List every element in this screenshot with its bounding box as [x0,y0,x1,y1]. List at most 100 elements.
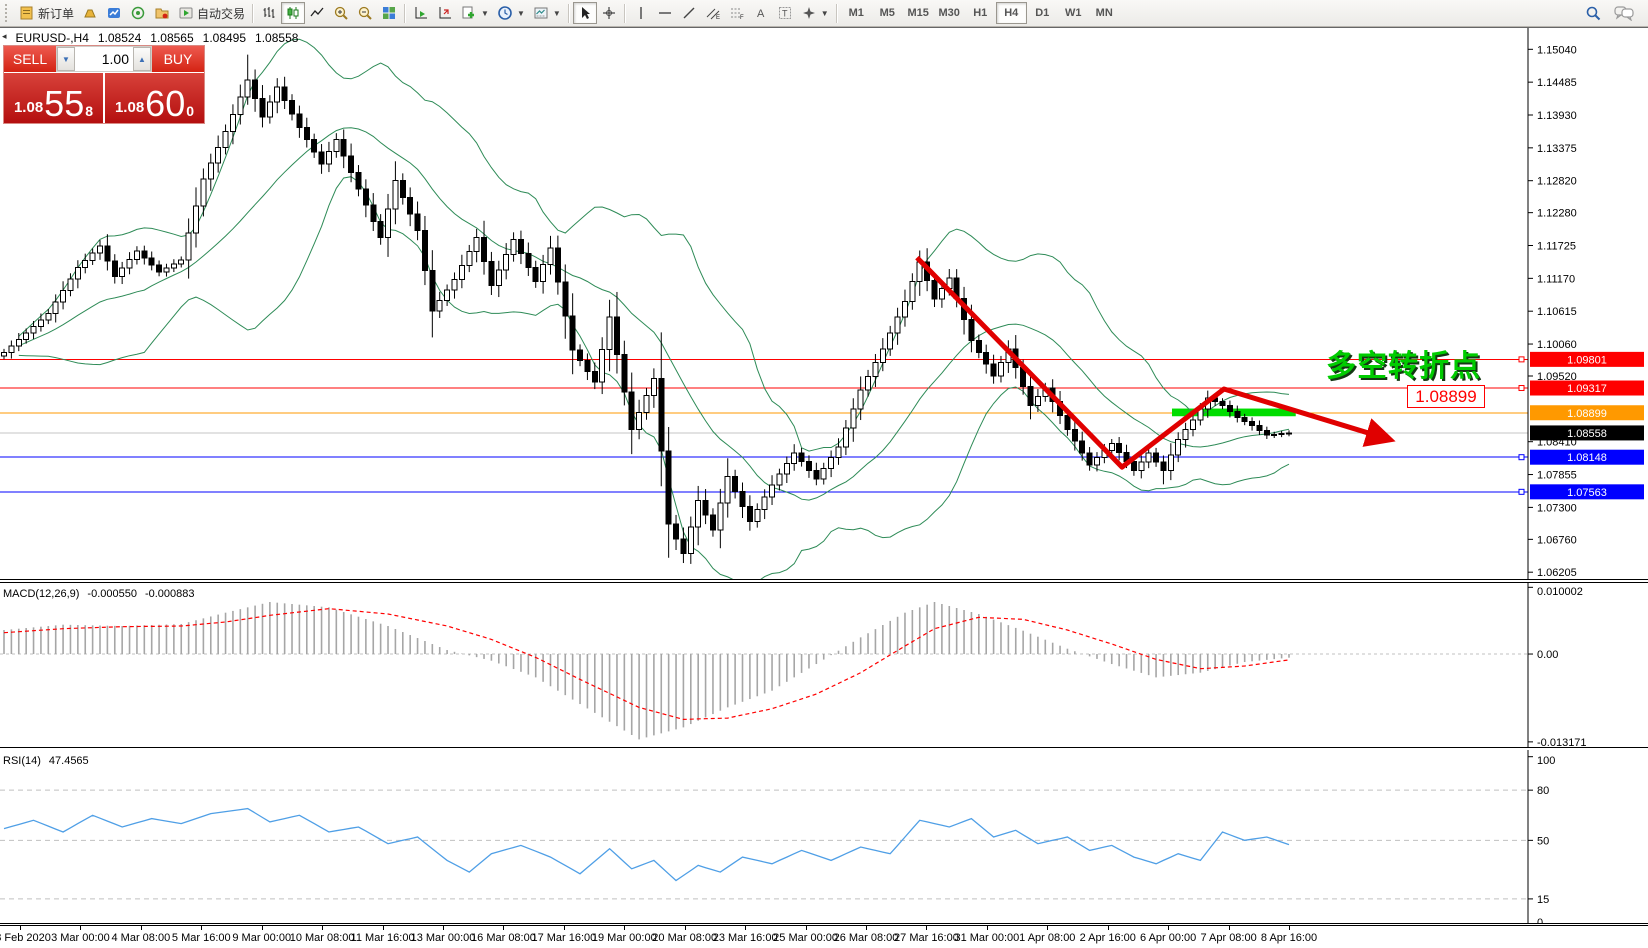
timeframe-button-mn[interactable]: MN [1095,7,1113,19]
svg-text:T: T [782,9,788,19]
level-marker[interactable] [1518,488,1525,495]
candle-body [1182,429,1189,440]
tile-windows-button[interactable] [377,2,401,24]
candle-body [473,237,480,253]
candle-body [1234,411,1241,418]
timeframe-button-m30[interactable]: M30 [938,7,960,19]
candle-body [222,131,229,148]
time-label: 16 Mar 08:00 [471,932,536,944]
candle-body [724,476,731,504]
autotrading-button[interactable]: 自动交易 [174,2,249,24]
trendline-button[interactable] [677,2,701,24]
search-button[interactable] [1581,2,1606,24]
timeframe-button-m5[interactable]: M5 [879,7,895,19]
macd-pane[interactable]: MACD(12,26,9) -0.000550 -0.000883 0.0100… [0,582,1648,749]
templates-dropdown-icon[interactable]: ▼ [552,8,561,18]
timeframe-button-m15[interactable]: M15 [907,7,929,19]
fibonacci-icon: F [730,8,744,21]
line-chart-button[interactable] [305,2,329,24]
macd-histogram [3,602,1290,740]
data-folder-button[interactable] [150,2,174,24]
timeframe-button-h1[interactable]: H1 [973,7,988,19]
new-chart-button[interactable]: ▼ [457,2,493,24]
text-button[interactable]: A [749,2,773,24]
new-chart-dropdown-icon[interactable]: ▼ [481,8,489,18]
turning-point-annotation[interactable]: 多空转折点 [1326,350,1481,383]
candle-body [289,100,296,115]
macd-axis[interactable]: 0.010002 0.00 -0.013171 [1527,583,1587,749]
add-indicator-button[interactable] [433,2,457,24]
periods-button[interactable]: ▼ [493,2,529,24]
main-chart-pane[interactable]: 1.15040 1.14485 1.13930 1.13375 1.12820 1.122… [0,27,1648,589]
signals-button[interactable] [102,2,126,24]
volume-increase-button[interactable]: ▲ [133,47,151,71]
buy-button[interactable]: BUY [152,46,204,72]
price-level-callout[interactable]: 1.08899 [1407,385,1485,408]
candle-body [990,363,997,377]
vertical-line-button[interactable] [629,2,653,24]
candle-body [783,463,790,475]
candlestick-chart-button[interactable] [281,2,306,24]
sell-price-button[interactable]: 1.08 55 8 [4,73,103,123]
text-label-button[interactable]: T [773,2,797,24]
arrows-dropdown-icon[interactable]: ▼ [820,8,829,18]
volume-decrease-button[interactable]: ▼ [57,47,75,71]
zoom-out-button[interactable] [353,2,377,24]
chart-menu-icon[interactable]: ◂ [2,31,7,41]
price-tick-label: 1.13930 [1537,110,1577,122]
symbol-period-label: EURUSD-,H4 [15,31,89,45]
rsi-axis[interactable]: 100 80 50 15 0 [1527,750,1555,929]
candle-body [1027,386,1034,407]
timeframe-button-h4[interactable]: H4 [995,2,1027,24]
candle-body [1189,419,1196,431]
candle-body [584,360,591,372]
highlight-box[interactable] [1171,408,1296,417]
candle-body [45,312,52,321]
level-marker[interactable] [1518,385,1525,392]
price-badge [1530,449,1644,465]
channel-button[interactable]: E [701,2,725,24]
zoom-in-button[interactable] [329,2,353,24]
timeframe-button-d1[interactable]: D1 [1035,7,1050,19]
rsi-chart[interactable]: 100 80 50 15 0 [0,750,1648,929]
candle-body [200,178,207,207]
candle-body [673,523,680,540]
candle-body [968,319,975,341]
volume-input[interactable] [75,50,133,68]
timeframe-button-w1[interactable]: W1 [1064,7,1082,19]
market-button[interactable] [126,2,150,24]
bar-chart-button[interactable] [257,2,281,24]
templates-button[interactable]: ▼ [529,2,565,24]
buy-price-button[interactable]: 1.08 60 0 [105,73,204,123]
timeframe-button-m1[interactable]: M1 [848,7,864,19]
history-center-button[interactable] [78,2,102,24]
rsi-pane[interactable]: RSI(14) 47.4565 100 80 50 15 0 [0,750,1648,929]
fibonacci-button[interactable]: F [725,2,749,24]
cursor-button[interactable] [572,2,597,24]
time-tick [322,926,324,930]
chat-button[interactable] [1610,2,1638,24]
price-tick-label: 1.11170 [1537,273,1575,285]
macd-chart[interactable]: 0.010002 0.00 -0.013171 [0,583,1648,749]
level-marker[interactable] [1518,356,1525,363]
indicators-button[interactable] [409,2,433,24]
templates-icon [534,7,548,19]
crosshair-button[interactable] [597,2,621,24]
candle-body [266,101,273,118]
level-marker[interactable] [1518,454,1525,461]
horizontal-line-button[interactable] [653,2,677,24]
volume-spinner: ▼ ▲ [56,46,152,72]
main-chart[interactable]: 1.15040 1.14485 1.13930 1.13375 1.12820 1.122… [0,28,1648,589]
arrows-button[interactable]: ▼ [797,2,833,24]
periods-dropdown-icon[interactable]: ▼ [516,8,525,18]
trend-zigzag-arrow[interactable] [915,255,1396,470]
sell-button[interactable]: SELL [4,46,56,72]
svg-text:A: A [757,8,765,20]
candle-body [746,506,753,523]
candle-body [1138,461,1145,472]
price-axis[interactable]: 1.15040 1.14485 1.13930 1.13375 1.12820 1.122… [1527,28,1644,579]
new-order-button[interactable]: 新订单 [15,2,78,24]
candle-body [695,499,702,528]
toolbar-grip[interactable] [5,4,12,22]
